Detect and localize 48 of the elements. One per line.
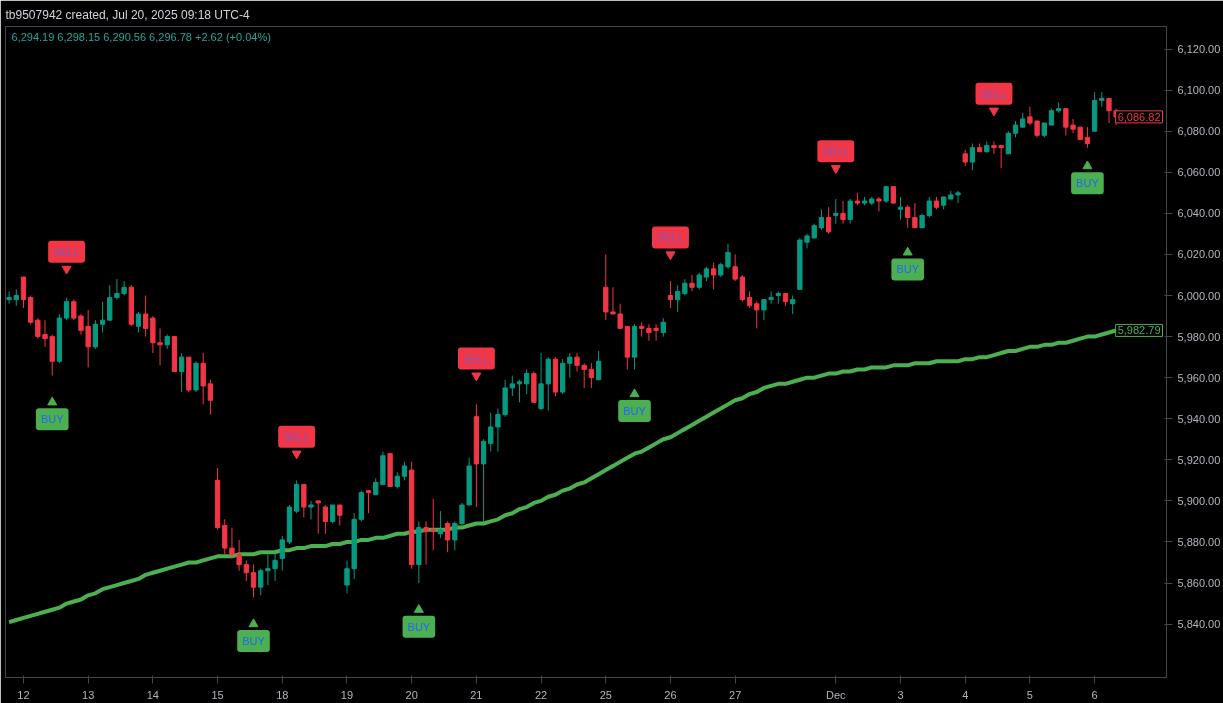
x-tick-label: 12 [17, 688, 30, 701]
data-label: SELL [657, 231, 684, 244]
y-tick-label: 6,040.00 [1177, 207, 1221, 220]
data-label: BUY [1076, 177, 1100, 190]
y-tick-label: 6,080.00 [1177, 125, 1221, 138]
y-tick-label: 6,120.00 [1177, 43, 1221, 56]
x-tick-label: 4 [962, 688, 969, 701]
y-tick-label: 6,000.00 [1177, 289, 1221, 302]
y-tick-label: 6,060.00 [1177, 166, 1221, 179]
annotation: 5,982.79 [1117, 324, 1161, 337]
x-tick-label: 27 [729, 688, 742, 701]
y-tick-label: 5,920.00 [1177, 453, 1221, 466]
y-tick-label: 5,940.00 [1177, 412, 1221, 425]
y-tick-label: 5,900.00 [1177, 494, 1221, 507]
x-tick-label: 19 [340, 688, 354, 701]
data-label: SELL [462, 352, 490, 365]
y-tick-label: 6,020.00 [1177, 248, 1221, 261]
x-tick-label: 5 [1026, 688, 1033, 701]
data-label: BUY [896, 263, 920, 276]
data-label: SELL [980, 87, 1008, 100]
data-label: SELL [283, 430, 311, 443]
x-tick-label: 18 [276, 688, 289, 701]
x-tick-label: 26 [664, 688, 677, 701]
y-tick-label: 5,840.00 [1177, 618, 1221, 631]
y-tick-label: 5,880.00 [1177, 535, 1221, 548]
x-tick-label: 20 [405, 688, 418, 701]
x-tick-label: Dec [826, 688, 847, 701]
x-tick-label: 22 [534, 688, 548, 701]
data-label: BUY [623, 405, 647, 418]
x-tick-label: 25 [599, 688, 612, 701]
x-tick-label: 13 [82, 688, 95, 701]
y-tick-label: 5,960.00 [1177, 371, 1221, 384]
data-label: SELL [822, 145, 850, 158]
x-tick-label: 6 [1091, 688, 1098, 701]
x-tick-label: 3 [897, 688, 904, 701]
data-label: SELL [53, 245, 81, 258]
annotation: 6,086.82 [1117, 110, 1161, 123]
data-label: BUY [242, 635, 266, 648]
annotation: 6,294.19 6,298.15 6,290.56 6,296.78 +2.62 (+0.04%) [11, 30, 271, 43]
x-tick-label: 15 [211, 688, 224, 701]
y-tick-label: 5,860.00 [1177, 577, 1221, 590]
y-tick-label: 6,100.00 [1177, 84, 1221, 97]
x-tick-label: 21 [470, 688, 483, 701]
chart-title: tb9507942 created, Jul 20, 2025 09:18 UTC-4 [5, 7, 250, 22]
data-label: BUY [40, 413, 65, 426]
x-tick-label: 14 [146, 688, 159, 701]
data-label: BUY [407, 620, 431, 633]
y-tick-label: 5,980.00 [1177, 330, 1221, 343]
